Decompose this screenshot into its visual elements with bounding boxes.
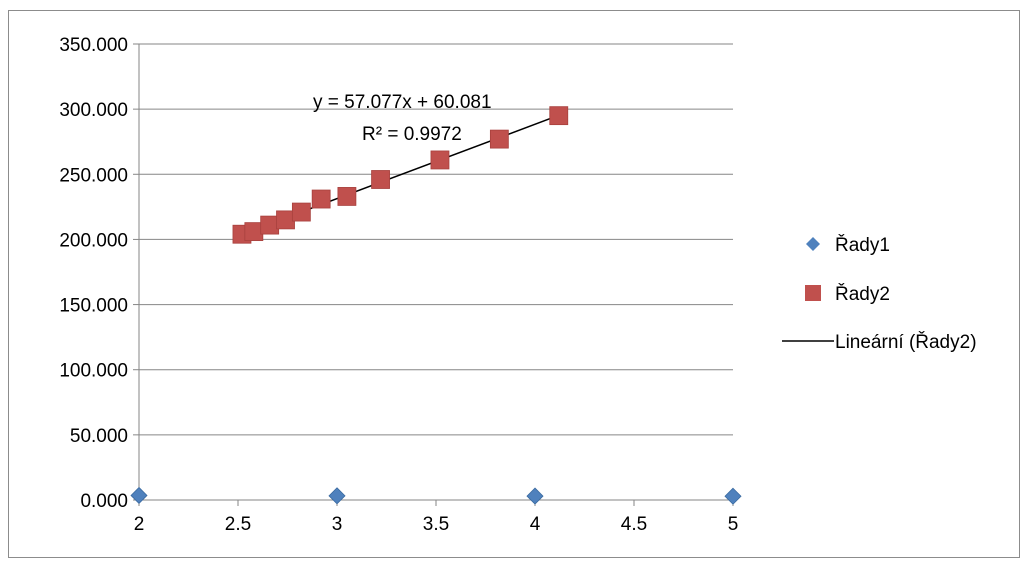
x-tick-label: 3 [332, 514, 343, 535]
legend-label-trendline: Lineární (Řady2) [835, 331, 977, 353]
data-point-square [291, 202, 311, 222]
data-point-diamond [328, 487, 346, 505]
legend-item-trendline: Lineární (Řady2) [782, 331, 977, 353]
data-point-square [260, 215, 280, 235]
legend-label-series-1: Řady1 [835, 234, 890, 256]
legend-marker-diamond [806, 237, 820, 251]
legend-item-series-1: Řady1 [806, 234, 890, 256]
x-tick-label: 3.5 [423, 514, 449, 535]
data-point-square [276, 210, 295, 230]
trendline-r-squared: R² = 0.9972 [362, 124, 462, 145]
data-point-square [549, 106, 569, 126]
legend: Řady1 Řady2 Lineární (Řady2) [782, 234, 977, 353]
data-point-square [337, 187, 357, 206]
y-tick-label: 0.000 [80, 491, 128, 512]
tick-labels: 0.000 50.000 100.000 150.000 200.000 250.000 3… [59, 35, 738, 535]
data-point-diamond [724, 487, 742, 505]
y-tick-label: 300.000 [59, 100, 128, 121]
x-tick-label: 2.5 [225, 514, 251, 535]
data-point-square [430, 150, 450, 170]
legend-marker-square [805, 285, 821, 301]
legend-item-series-2: Řady2 [805, 283, 890, 305]
y-tick-label: 350.000 [59, 35, 128, 56]
y-tick-label: 150.000 [59, 296, 128, 317]
y-tick-label: 100.000 [59, 361, 128, 382]
data-point-square [489, 129, 509, 149]
data-point-square [371, 170, 390, 189]
legend-label-series-2: Řady2 [835, 283, 890, 305]
gridlines [139, 43, 733, 436]
x-tick-label: 2 [134, 514, 145, 535]
y-tick-label: 50.000 [70, 426, 128, 447]
data-point-diamond [526, 487, 544, 505]
trendline-equation: y = 57.077x + 60.081 [313, 92, 492, 113]
x-tick-label: 4 [530, 514, 541, 535]
x-tick-label: 4.5 [621, 514, 647, 535]
x-tick-label: 5 [728, 514, 739, 535]
axes [133, 43, 734, 506]
y-tick-label: 200.000 [59, 230, 128, 251]
data-point-square [244, 222, 264, 242]
trendline-annotations: y = 57.077x + 60.081 R² = 0.9972 [313, 92, 492, 145]
data-point-square [311, 189, 331, 209]
data-points [130, 106, 742, 505]
data-point-diamond [130, 486, 148, 505]
chart-area [8, 10, 1020, 558]
y-tick-label: 250.000 [59, 165, 128, 186]
